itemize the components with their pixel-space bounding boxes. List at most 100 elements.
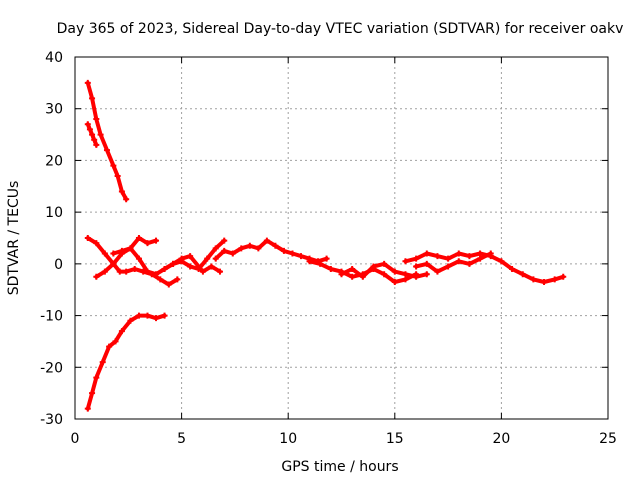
- data-point: [327, 266, 334, 273]
- data-point: [338, 271, 345, 278]
- data-point: [509, 266, 516, 273]
- data-point: [434, 253, 441, 260]
- data-point: [204, 255, 211, 262]
- data-point: [216, 268, 223, 275]
- chart-title: Day 365 of 2023, Sidereal Day-to-day VTE…: [57, 21, 624, 37]
- data-point: [93, 141, 100, 148]
- data-point: [455, 258, 462, 265]
- data-point: [349, 273, 356, 280]
- data-point: [423, 271, 430, 278]
- data-point: [86, 126, 93, 133]
- data-point: [118, 188, 125, 195]
- data-point: [317, 260, 324, 267]
- data-point: [297, 253, 304, 260]
- y-tick-label: 10: [45, 205, 63, 221]
- data-point: [272, 242, 279, 249]
- data-point: [541, 278, 548, 285]
- data-point: [131, 266, 138, 273]
- data-point: [153, 315, 160, 322]
- y-tick-label: 30: [45, 102, 63, 118]
- data-point: [93, 374, 100, 381]
- data-traces: [84, 79, 567, 412]
- plot-frame: [74, 56, 609, 420]
- data-point: [423, 250, 430, 257]
- data-point: [413, 273, 420, 280]
- data-point: [101, 250, 108, 257]
- data-point: [110, 250, 117, 257]
- data-point: [127, 317, 134, 324]
- data-point: [208, 263, 215, 270]
- data-point: [402, 276, 409, 283]
- data-point: [84, 79, 91, 86]
- y-tick-label: -20: [40, 360, 63, 376]
- data-point: [221, 247, 228, 254]
- data-point: [255, 245, 262, 252]
- data-point: [174, 276, 181, 283]
- data-point: [306, 258, 313, 265]
- data-point: [246, 242, 253, 249]
- data-point: [165, 281, 172, 288]
- y-tick-label: 0: [54, 257, 63, 273]
- data-point: [519, 271, 526, 278]
- data-point: [110, 162, 117, 169]
- data-point: [123, 268, 130, 275]
- data-point: [413, 255, 420, 262]
- data-point: [118, 328, 125, 335]
- data-point: [161, 312, 168, 319]
- series-trace-3: [85, 313, 167, 411]
- data-point: [101, 268, 108, 275]
- y-tick-label: 40: [45, 50, 63, 66]
- data-point: [221, 237, 228, 244]
- data-point: [153, 237, 160, 244]
- data-point: [97, 131, 104, 138]
- data-point: [144, 240, 151, 247]
- data-point: [280, 247, 287, 254]
- y-tick-label: 20: [45, 153, 63, 169]
- data-point: [423, 260, 430, 267]
- data-point: [370, 263, 377, 270]
- data-point: [359, 273, 366, 280]
- data-point: [263, 237, 270, 244]
- data-point: [178, 255, 185, 262]
- data-point: [89, 95, 96, 102]
- data-point: [381, 260, 388, 267]
- data-point: [445, 263, 452, 270]
- data-point: [123, 196, 130, 203]
- x-tick-label: 20: [492, 431, 510, 447]
- data-point: [103, 147, 110, 154]
- data-point: [466, 253, 473, 260]
- data-point: [144, 312, 151, 319]
- data-point: [84, 405, 91, 412]
- data-point: [135, 312, 142, 319]
- data-point: [99, 359, 106, 366]
- data-point: [144, 268, 151, 275]
- data-point: [530, 276, 537, 283]
- data-point: [212, 255, 219, 262]
- data-point: [289, 250, 296, 257]
- data-point: [212, 245, 219, 252]
- data-point: [477, 255, 484, 262]
- data-point: [381, 271, 388, 278]
- data-point: [118, 247, 125, 254]
- x-tick-label: 5: [177, 431, 186, 447]
- data-point: [199, 268, 206, 275]
- x-tick-label: 25: [599, 431, 617, 447]
- data-point: [116, 268, 123, 275]
- data-point: [487, 250, 494, 257]
- data-point: [112, 338, 119, 345]
- data-point: [161, 266, 168, 273]
- data-point: [238, 245, 245, 252]
- data-point: [84, 235, 91, 241]
- data-point: [114, 172, 121, 179]
- x-axis-label: GPS time / hours: [281, 459, 398, 475]
- data-point: [187, 263, 194, 270]
- x-tick-label: 10: [279, 431, 297, 447]
- data-point: [323, 255, 330, 262]
- data-point: [91, 136, 98, 143]
- y-tick-label: -10: [40, 309, 63, 325]
- data-point: [84, 121, 91, 128]
- data-point: [229, 250, 236, 257]
- data-point: [127, 245, 134, 252]
- data-point: [157, 276, 164, 283]
